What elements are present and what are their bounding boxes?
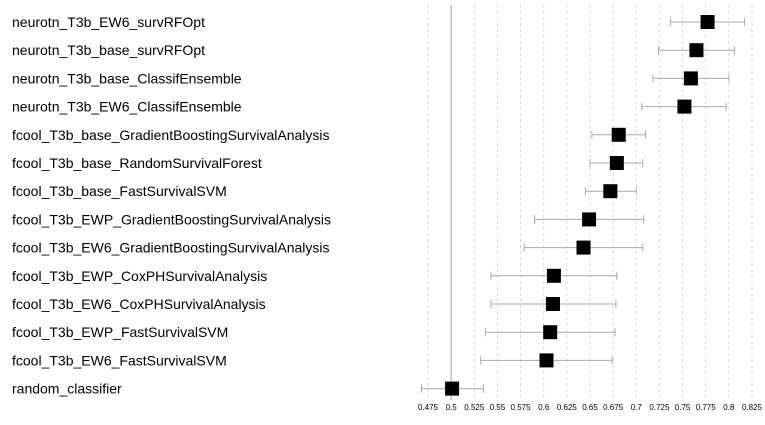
- row-label: neurotn_T3b_base_ClassifEnsemble: [12, 70, 242, 86]
- row-label: fcool_T3b_EWP_CoxPHSurvivalAnalysis: [12, 268, 267, 284]
- point-estimate-marker: [689, 43, 704, 58]
- forest-row: fcool_T3b_base_GradientBoostingSurvivalA…: [12, 127, 647, 143]
- x-tick-label: 0.6: [538, 403, 550, 412]
- row-label: neurotn_T3b_EW6_survRFOpt: [12, 14, 205, 30]
- point-estimate-marker: [700, 15, 715, 29]
- x-tick-label: 0.75: [675, 403, 691, 412]
- forest-row: fcool_T3b_EWP_FastSurvivalSVM: [12, 324, 616, 340]
- row-label: neurotn_T3b_EW6_ClassifEnsemble: [12, 99, 242, 115]
- x-tick-label: 0.825: [742, 403, 763, 412]
- x-tick-label: 0.7: [631, 403, 643, 412]
- x-tick-label: 0.575: [511, 403, 532, 412]
- point-estimate-marker: [576, 240, 591, 255]
- point-estimate-marker: [611, 127, 626, 142]
- forest-row: neurotn_T3b_EW6_survRFOpt: [12, 14, 746, 30]
- x-tick-label: 0.525: [464, 403, 485, 412]
- row-label: fcool_T3b_base_RandomSurvivalForest: [12, 155, 262, 171]
- x-tick-label: 0.5: [446, 403, 458, 412]
- point-estimate-marker: [683, 71, 698, 86]
- grid-lines: [427, 5, 753, 400]
- point-estimate-marker: [539, 353, 554, 368]
- x-tick-label: 0.625: [557, 403, 578, 412]
- row-label: fcool_T3b_base_GradientBoostingSurvivalA…: [12, 127, 330, 143]
- forest-row: fcool_T3b_EWP_CoxPHSurvivalAnalysis: [12, 268, 618, 284]
- x-tick-label: 0.475: [418, 403, 439, 412]
- x-tick-label: 0.8: [723, 403, 735, 412]
- point-estimate-marker: [546, 268, 561, 283]
- row-label: fcool_T3b_base_FastSurvivalSVM: [12, 183, 227, 199]
- row-label: random_classifier: [12, 381, 122, 397]
- point-estimate-marker: [543, 325, 558, 340]
- forest-row: fcool_T3b_base_RandomSurvivalForest: [12, 155, 644, 171]
- forest-row: neurotn_T3b_EW6_ClassifEnsemble: [12, 99, 727, 115]
- row-label: fcool_T3b_EWP_FastSurvivalSVM: [12, 324, 228, 340]
- x-tick-label: 0.725: [649, 403, 670, 412]
- x-tick-label: 0.675: [603, 403, 624, 412]
- x-axis-ticks: 0.475 0.5 0.525 0.55 0.575 0.6 0.625 0.65 0.675 0…: [418, 403, 763, 412]
- forest-row: neurotn_T3b_base_survRFOpt: [12, 42, 735, 58]
- row-label: neurotn_T3b_base_survRFOpt: [12, 42, 205, 58]
- x-tick-label: 0.65: [582, 403, 598, 412]
- forest-row: random_classifier: [12, 381, 485, 397]
- forest-row: fcool_T3b_EWP_GradientBoostingSurvivalAn…: [12, 211, 645, 227]
- forest-row: fcool_T3b_base_FastSurvivalSVM: [12, 183, 637, 199]
- row-label: fcool_T3b_EWP_GradientBoostingSurvivalAn…: [12, 211, 331, 227]
- x-tick-label: 0.775: [696, 403, 717, 412]
- forest-row: fcool_T3b_EW6_CoxPHSurvivalAnalysis: [12, 296, 617, 312]
- rows: neurotn_T3b_EW6_survRFOpt neurotn_T3b_bas…: [12, 14, 746, 397]
- forest-row: fcool_T3b_EW6_GradientBoostingSurvivalAn…: [12, 240, 644, 256]
- x-tick-label: 0.55: [490, 403, 506, 412]
- point-estimate-marker: [445, 381, 460, 396]
- point-estimate-marker: [545, 297, 560, 311]
- row-label: fcool_T3b_EW6_CoxPHSurvivalAnalysis: [12, 296, 266, 312]
- point-estimate-marker: [603, 184, 618, 199]
- forest-row: fcool_T3b_EW6_FastSurvivalSVM: [12, 352, 613, 368]
- row-label: fcool_T3b_EW6_FastSurvivalSVM: [12, 352, 227, 368]
- row-label: fcool_T3b_EW6_GradientBoostingSurvivalAn…: [12, 240, 330, 256]
- point-estimate-marker: [609, 156, 624, 170]
- forest-row: neurotn_T3b_base_ClassifEnsemble: [12, 70, 730, 86]
- point-estimate-marker: [582, 212, 597, 227]
- point-estimate-marker: [677, 99, 692, 114]
